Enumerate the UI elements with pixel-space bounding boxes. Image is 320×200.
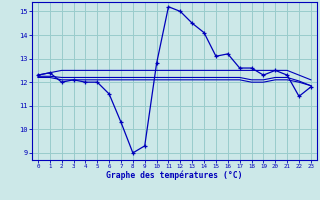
X-axis label: Graphe des températures (°C): Graphe des températures (°C) — [106, 171, 243, 180]
